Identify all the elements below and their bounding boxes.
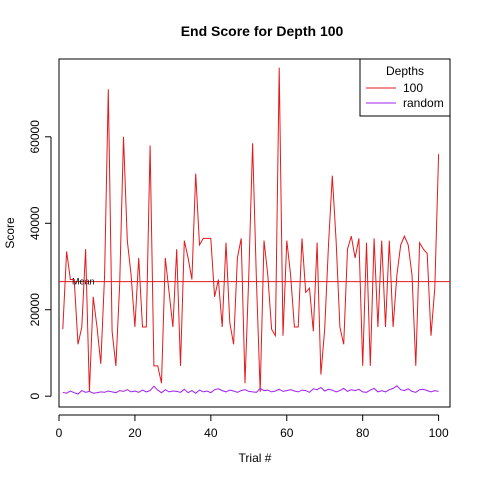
x-tick-label: 20 [128, 426, 142, 440]
x-tick-label: 0 [56, 426, 63, 440]
legend-label-100: 100 [403, 81, 423, 95]
x-axis: 0 20 40 60 80 100 [56, 414, 449, 440]
y-axis: 0 20000 40000 60000 [28, 120, 52, 400]
x-tick-label: 40 [204, 426, 218, 440]
x-tick-label: 60 [280, 426, 294, 440]
legend: Depths 100 random [359, 58, 451, 117]
y-tick-label: 0 [28, 393, 42, 400]
x-tick-label: 100 [429, 426, 449, 440]
y-axis-label: Score [3, 217, 17, 249]
series-random-line [62, 385, 439, 395]
legend-label-random: random [403, 96, 444, 110]
legend-box [359, 58, 451, 117]
mean-label: Mean [72, 277, 95, 287]
plot-frame [58, 58, 451, 408]
plot-area: Mean [58, 58, 451, 408]
x-tick-label: 80 [356, 426, 370, 440]
y-tick-label: 40000 [28, 206, 42, 240]
chart-title: End Score for Depth 100 [181, 23, 344, 39]
legend-title: Depths [386, 64, 424, 78]
y-tick-label: 20000 [28, 293, 42, 327]
x-axis-label: Trial # [239, 451, 272, 465]
y-tick-label: 60000 [28, 120, 42, 154]
series-100-line [62, 67, 440, 392]
